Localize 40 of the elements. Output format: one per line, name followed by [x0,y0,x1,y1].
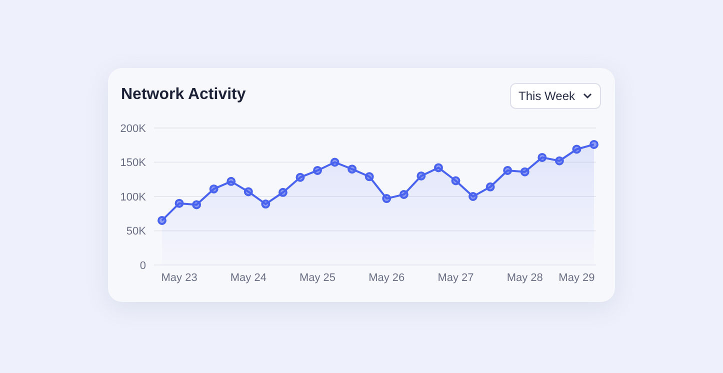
point [538,152,547,162]
point [313,166,322,175]
chart-title: Network Activity [121,86,246,104]
x-tick-label: May 25 [299,272,336,284]
x-tick-label: May 28 [506,272,543,284]
point [364,172,374,182]
point [158,216,166,225]
x-tick-label: May 24 [230,272,266,284]
y-tick-label: 200K [120,122,147,135]
point [296,172,305,182]
point [520,167,530,176]
point [174,198,184,208]
point [330,158,340,167]
y-tick-label: 150K [120,157,147,170]
point [468,192,478,201]
point [226,176,236,186]
point [554,156,564,166]
point [382,194,392,204]
y-tick-label: 50K [126,226,147,238]
x-tick-label: May 29 [558,272,595,284]
point [261,200,270,209]
point [209,184,218,194]
x-tick-label: May 23 [161,272,198,284]
point [503,166,512,175]
text: This Week [518,89,575,103]
point [192,200,202,210]
point [590,140,598,149]
point [434,163,443,172]
point [486,182,495,192]
y-tick-label: 100K [120,191,147,204]
point [451,176,460,186]
x-tick-label: May 27 [438,272,474,284]
point [399,190,408,199]
point [572,144,582,154]
point [244,187,253,196]
point [278,188,288,197]
point [416,171,426,180]
x-tick-label: May 26 [368,272,405,284]
y-tick-label: 0 [140,260,146,272]
point [348,164,357,174]
